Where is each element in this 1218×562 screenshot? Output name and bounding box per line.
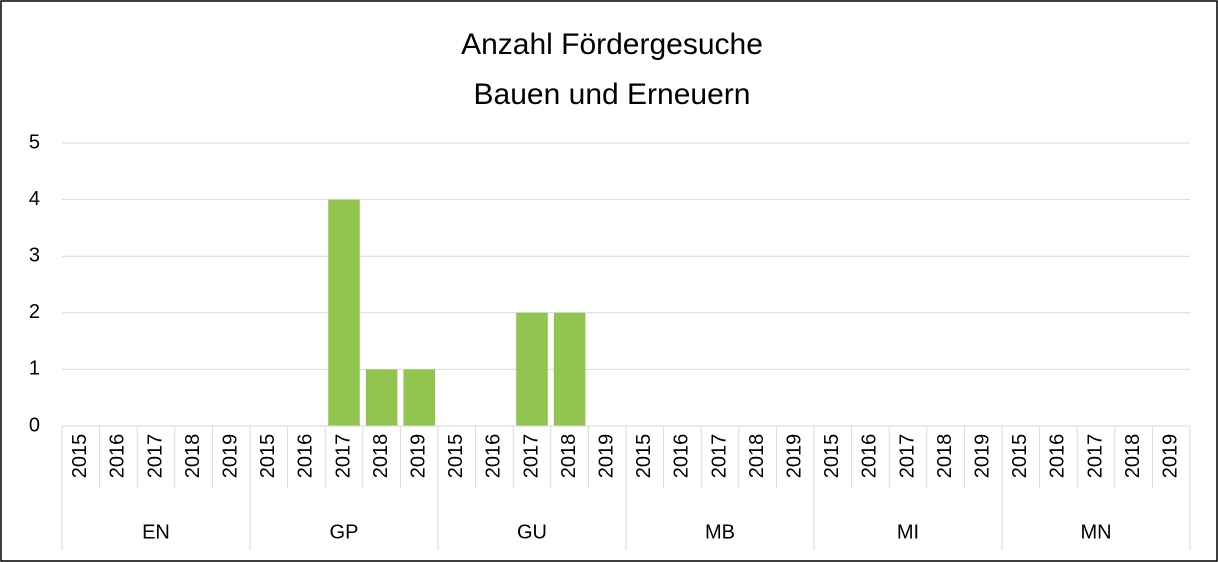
y-tick-label: 1	[29, 358, 40, 380]
x-tick-label: 2019	[407, 434, 429, 479]
y-tick-label: 5	[29, 131, 40, 153]
bar	[328, 199, 360, 426]
group-label: GU	[517, 521, 547, 543]
y-tick-label: 0	[29, 414, 40, 436]
group-label: EN	[142, 521, 170, 543]
x-tick-label: 2019	[971, 434, 993, 479]
x-tick-label: 2018	[1122, 434, 1144, 479]
bar	[365, 369, 398, 426]
x-tick-label: 2018	[558, 434, 580, 479]
x-tick-label: 2017	[708, 434, 730, 479]
group-label: MN	[1080, 521, 1111, 543]
group-label: GP	[330, 521, 359, 543]
bar	[553, 312, 586, 426]
y-tick-label: 4	[29, 188, 40, 210]
x-tick-label: 2016	[107, 434, 129, 479]
x-tick-label: 2016	[295, 434, 317, 479]
chart-title: Bauen und Erneuern	[474, 78, 751, 111]
x-tick-label: 2018	[934, 434, 956, 479]
x-tick-label: 2016	[1047, 434, 1069, 479]
x-tick-label: 2018	[182, 434, 204, 479]
y-tick-label: 2	[29, 301, 40, 323]
x-tick-label: 2015	[1009, 434, 1031, 479]
x-tick-label: 2017	[144, 434, 166, 479]
x-tick-label: 2019	[595, 434, 617, 479]
x-tick-label: 2019	[219, 434, 241, 479]
group-label: MB	[705, 521, 735, 543]
x-tick-label: 2019	[783, 434, 805, 479]
x-tick-label: 2017	[1084, 434, 1106, 479]
bar	[516, 312, 548, 426]
x-tick-label: 2016	[859, 434, 881, 479]
x-tick-label: 2015	[821, 434, 843, 479]
x-tick-label: 2019	[1159, 434, 1181, 479]
chart-title: Anzahl Fördergesuche	[461, 28, 763, 61]
bar	[403, 369, 435, 426]
x-tick-label: 2018	[370, 434, 392, 479]
x-tick-label: 2015	[257, 434, 279, 479]
x-tick-label: 2017	[520, 434, 542, 479]
x-tick-label: 2017	[896, 434, 918, 479]
y-tick-label: 3	[29, 244, 40, 266]
x-tick-label: 2016	[483, 434, 505, 479]
x-tick-label: 2018	[746, 434, 768, 479]
x-tick-label: 2015	[69, 434, 91, 479]
group-label: MI	[897, 521, 919, 543]
x-tick-label: 2016	[671, 434, 693, 479]
x-tick-label: 2017	[332, 434, 354, 479]
x-tick-label: 2015	[445, 434, 467, 479]
x-tick-label: 2015	[633, 434, 655, 479]
